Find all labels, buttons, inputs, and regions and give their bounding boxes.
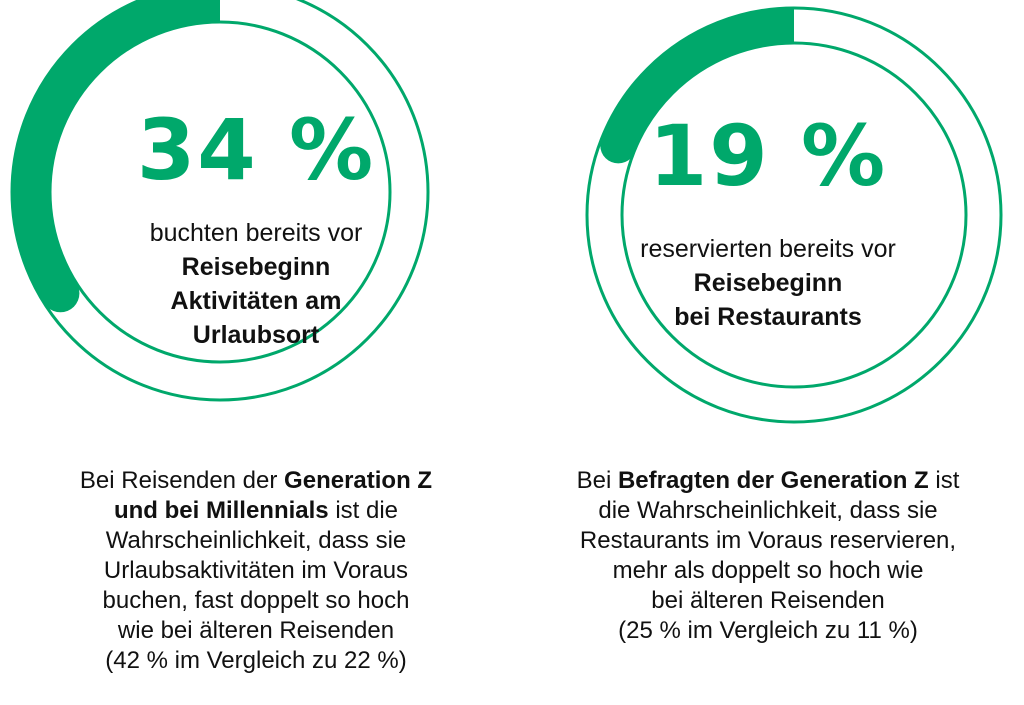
caption-line: buchen, fast doppelt so hoch	[0, 586, 512, 616]
stat-description-restaurants: reservierten bereits vor Reisebeginn bei R…	[512, 232, 1024, 334]
caption-segment: Urlaubsaktivitäten im Voraus	[103, 557, 409, 584]
caption-segment: Bei Reisenden der	[79, 467, 285, 494]
caption-line: (25 % im Vergleich zu 11 %)	[512, 616, 1024, 646]
stat-description-line: reservierten bereits vor	[640, 235, 896, 263]
percent-value-activities: 34 %	[136, 101, 376, 199]
stat-description-line: Reisebeginn	[693, 269, 843, 297]
donut-value-arc-end-restaurants	[600, 127, 637, 164]
donut-chart-activities	[10, 0, 430, 402]
caption-line: mehr als doppelt so hoch wie	[512, 556, 1024, 586]
caption-segment: Generation Z	[284, 467, 433, 494]
caption-segment: (42 % im Vergleich zu 22 %)	[105, 647, 407, 674]
caption-segment: und bei Millennials	[113, 497, 329, 524]
stat-panel-activities: 34 % buchten bereits vor Reisebeginn Aktiv…	[0, 0, 512, 676]
stat-description-line: Urlaubsort	[192, 321, 320, 349]
percent-value-restaurants: 19 %	[648, 107, 888, 205]
caption-line: Restaurants im Voraus reservieren,	[512, 526, 1024, 556]
caption-line: und bei Millennials ist die	[0, 496, 512, 526]
caption-line: Wahrscheinlichkeit, dass sie	[0, 526, 512, 556]
caption-segment: Befragten der Generation Z	[617, 467, 929, 494]
caption-line: (42 % im Vergleich zu 22 %)	[0, 646, 512, 676]
caption-segment: Restaurants im Voraus reservieren,	[579, 527, 957, 554]
caption-restaurants: Bei Befragten der Generation Z ist die Wa…	[512, 466, 1024, 646]
caption-segment: mehr als doppelt so hoch wie	[612, 557, 924, 584]
caption-segment: Bei	[576, 467, 618, 494]
caption-segment: (25 % im Vergleich zu 11 %)	[618, 617, 918, 644]
stat-description-line: bei Restaurants	[674, 303, 862, 331]
caption-segment: Wahrscheinlichkeit, dass sie	[105, 527, 407, 554]
stat-description-line: Aktivitäten am	[170, 287, 342, 315]
caption-segment: wie bei älteren Reisenden	[117, 617, 395, 644]
caption-line: Bei Reisenden der Generation Z	[0, 466, 512, 496]
donut-value-arc-activities	[12, 0, 221, 304]
caption-segment: die Wahrscheinlichkeit, dass sie	[598, 497, 938, 524]
stat-panel-restaurants: 19 % reservierten bereits vor Reisebeginn…	[512, 0, 1024, 705]
donut-chart-restaurants	[585, 6, 1003, 424]
stat-description-line: Reisebeginn	[181, 253, 331, 281]
caption-segment: ist	[928, 467, 960, 494]
caption-segment: buchen, fast doppelt so hoch	[102, 587, 410, 614]
caption-line: wie bei älteren Reisenden	[0, 616, 512, 646]
caption-segment: ist die	[328, 497, 399, 524]
stat-description-line: buchten bereits vor	[149, 219, 363, 247]
stat-description-activities: buchten bereits vor Reisebeginn Aktivitäte…	[0, 216, 512, 352]
caption-segment: bei älteren Reisenden	[651, 587, 885, 614]
caption-line: Urlaubsaktivitäten im Voraus	[0, 556, 512, 586]
donut-value-arc-end-activities	[41, 274, 80, 313]
caption-line: Bei Befragten der Generation Z ist	[512, 466, 1024, 496]
caption-line: bei älteren Reisenden	[512, 586, 1024, 616]
donut-inner-ring	[620, 41, 968, 389]
donut-value-arc-restaurants	[601, 8, 795, 153]
caption-line: die Wahrscheinlichkeit, dass sie	[512, 496, 1024, 526]
